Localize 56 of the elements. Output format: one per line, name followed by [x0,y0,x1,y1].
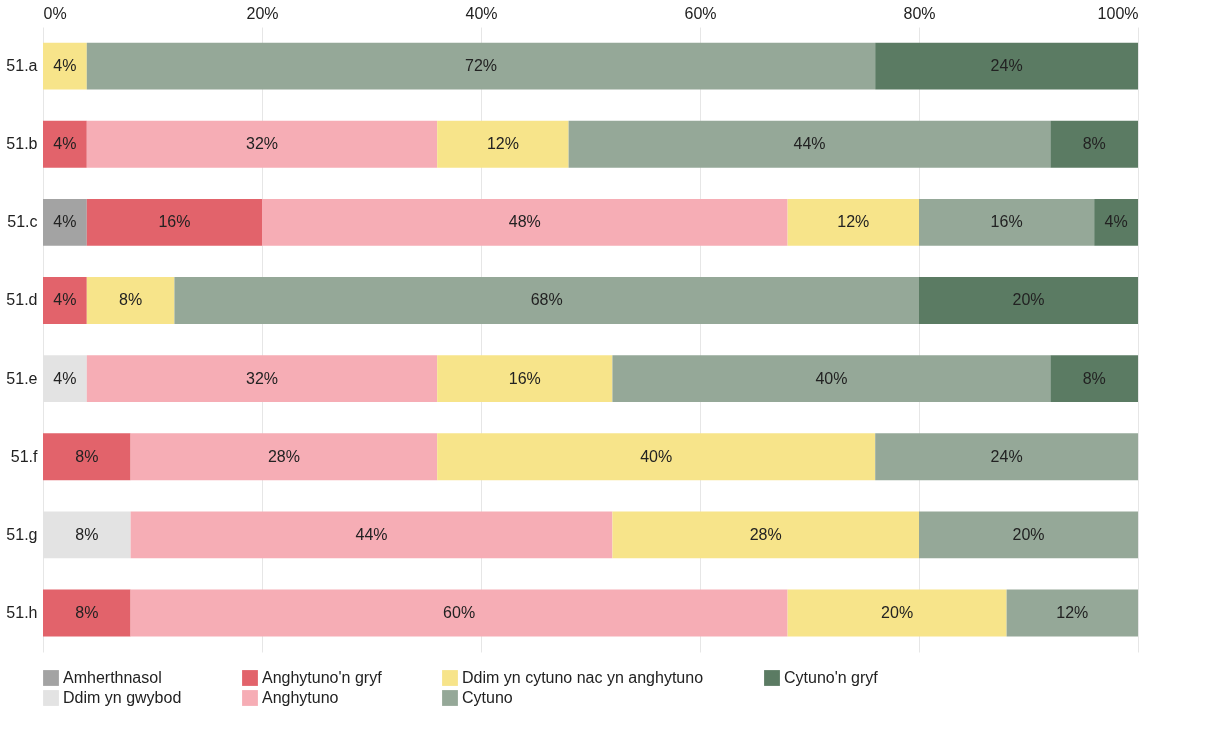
data-label: 8% [75,447,99,465]
data-label: 20% [881,603,914,621]
x-tick-label: 40% [465,4,498,22]
y-tick-label: 51.g [6,525,38,543]
data-label: 48% [508,213,541,231]
y-tick-label: 51.c [7,213,38,231]
x-tick-label: 20% [246,4,279,22]
data-label: 12% [1056,603,1089,621]
data-label: 8% [119,291,143,309]
data-label: 60% [443,603,476,621]
data-label: 40% [640,447,673,465]
data-label: 32% [245,369,279,387]
y-tick-label: 51.a [6,57,38,75]
x-tick-label: 0% [43,4,67,22]
x-tick-label: 60% [684,4,717,22]
legend-label: Anghytuno'n gryf [262,669,383,686]
data-label: 8% [1082,369,1106,387]
data-label: 24% [990,57,1023,75]
data-label: 4% [53,369,77,387]
data-label: 8% [75,525,99,543]
data-label: 16% [508,369,541,387]
x-tick-label: 100% [1097,4,1139,22]
y-tick-label: 51.b [6,135,38,153]
data-label: 16% [158,213,191,231]
data-label: 20% [1012,291,1045,309]
data-label: 4% [53,291,77,309]
data-label: 32% [245,135,279,153]
data-label: 68% [530,291,563,309]
legend-label: Ddim yn cytuno nac yn anghytuno [462,669,704,686]
data-label: 8% [75,603,99,621]
legend-label: Ddim yn gwybod [63,689,182,706]
y-tick-label: 51.h [6,603,38,621]
legend-label: Amherthnasol [63,669,162,686]
y-tick-label: 51.d [6,291,38,309]
legend-label: Cytuno'n gryf [784,669,879,686]
data-label: 4% [53,57,77,75]
x-tick-label: 80% [903,4,936,22]
data-label: 20% [1012,525,1045,543]
data-label: 4% [53,135,77,153]
data-label: 16% [990,213,1023,231]
data-label: 12% [837,213,870,231]
data-label: 72% [464,57,498,75]
data-label: 8% [1082,135,1106,153]
data-label: 4% [53,213,77,231]
data-label: 44% [793,135,826,153]
data-label: 12% [486,135,519,153]
y-tick-label: 51.f [10,447,39,465]
legend-label: Cytuno [462,689,513,706]
legend-label: Anghytuno [262,689,339,706]
data-label: 4% [1104,213,1128,231]
data-label: 44% [355,525,388,543]
data-label: 24% [990,447,1023,465]
data-label: 40% [815,369,848,387]
data-label: 28% [267,447,300,465]
y-tick-label: 51.e [6,369,38,387]
data-label: 28% [749,525,782,543]
